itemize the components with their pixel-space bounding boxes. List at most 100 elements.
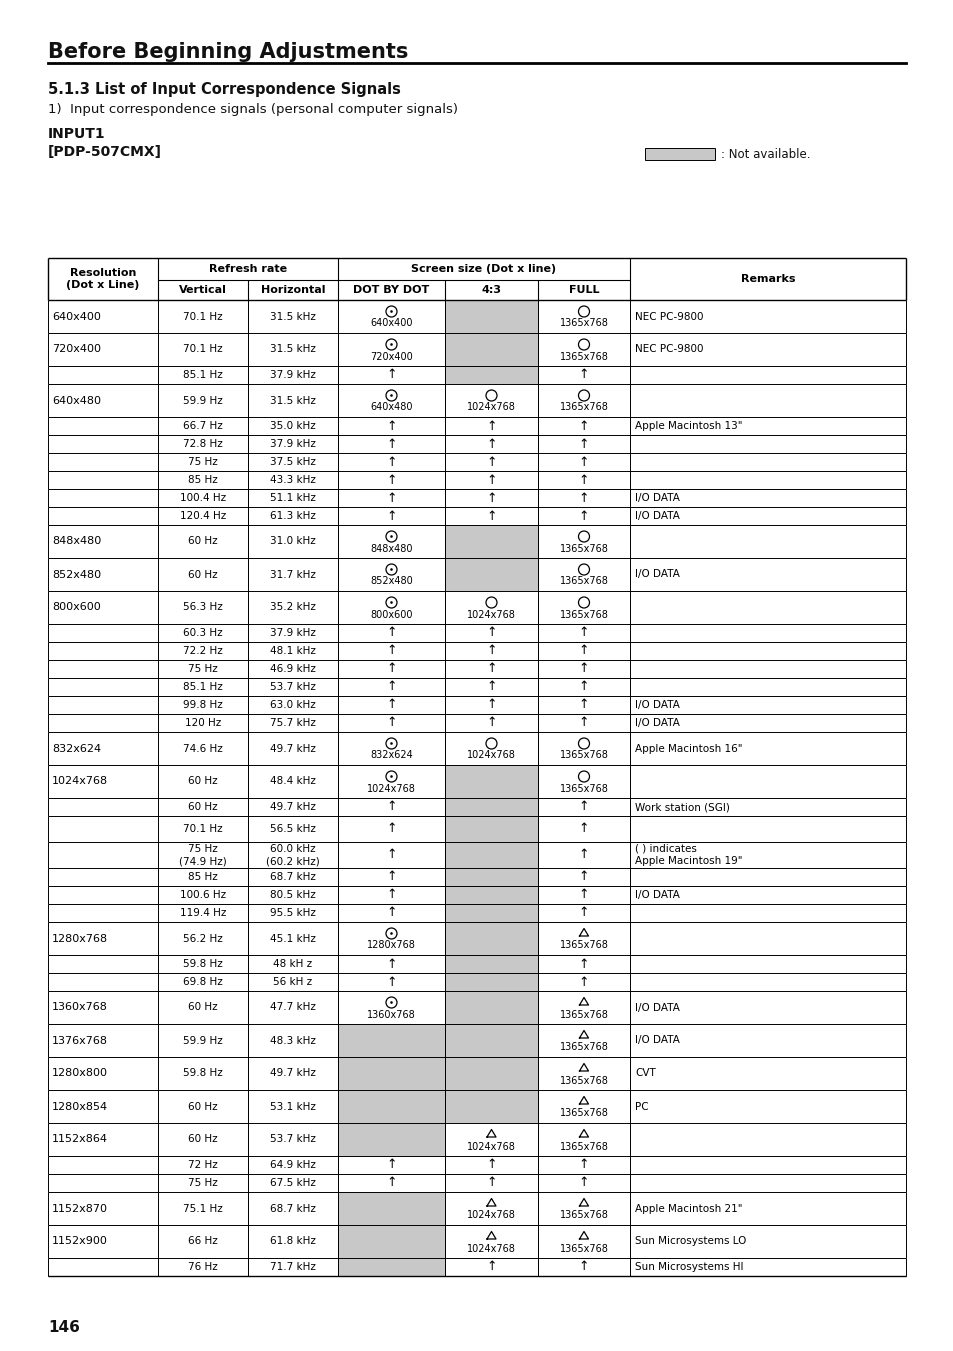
Text: 68.7 kHz: 68.7 kHz — [270, 1204, 315, 1213]
Text: 1365x768: 1365x768 — [559, 577, 608, 586]
Bar — [444, 973, 537, 992]
Text: PC: PC — [635, 1101, 648, 1112]
Text: [PDP-507CMX]: [PDP-507CMX] — [48, 145, 162, 159]
Text: 71.7 kHz: 71.7 kHz — [270, 1262, 315, 1273]
Text: I/O DATA: I/O DATA — [635, 700, 679, 711]
Text: ↑: ↑ — [578, 455, 589, 469]
Text: ↑: ↑ — [486, 716, 497, 730]
Text: 85.1 Hz: 85.1 Hz — [183, 370, 223, 380]
Text: ( ) indicates
Apple Macintosh 19": ( ) indicates Apple Macintosh 19" — [635, 844, 741, 866]
Text: 53.7 kHz: 53.7 kHz — [270, 682, 315, 692]
Text: ↑: ↑ — [386, 907, 396, 920]
Bar — [444, 366, 537, 384]
Bar — [444, 300, 537, 332]
Text: ↑: ↑ — [486, 681, 497, 693]
Bar — [48, 258, 905, 300]
Circle shape — [390, 775, 393, 778]
Bar — [444, 842, 537, 867]
Text: 1024x768: 1024x768 — [52, 777, 108, 786]
Bar — [337, 1192, 444, 1225]
Text: 61.3 kHz: 61.3 kHz — [270, 511, 315, 521]
Bar — [444, 904, 537, 921]
Text: 75.7 kHz: 75.7 kHz — [270, 717, 315, 728]
Text: 1024x768: 1024x768 — [467, 1210, 516, 1220]
Text: 1152x870: 1152x870 — [52, 1204, 108, 1213]
Bar — [444, 798, 537, 816]
Text: 85 Hz: 85 Hz — [188, 871, 217, 882]
Text: 53.7 kHz: 53.7 kHz — [270, 1135, 315, 1144]
Text: ↑: ↑ — [386, 438, 396, 450]
Text: 75 Hz
(74.9 Hz): 75 Hz (74.9 Hz) — [179, 844, 227, 866]
Text: 48.4 kHz: 48.4 kHz — [270, 777, 315, 786]
Text: I/O DATA: I/O DATA — [635, 511, 679, 521]
Text: 100.6 Hz: 100.6 Hz — [180, 890, 226, 900]
Text: : Not available.: : Not available. — [720, 147, 810, 161]
Text: Screen size (Dot x line): Screen size (Dot x line) — [411, 263, 556, 274]
Text: 848x480: 848x480 — [52, 536, 101, 547]
Text: CVT: CVT — [635, 1069, 655, 1078]
Text: 99.8 Hz: 99.8 Hz — [183, 700, 223, 711]
Text: Vertical: Vertical — [179, 285, 227, 295]
Text: 76 Hz: 76 Hz — [188, 1262, 217, 1273]
Text: ↑: ↑ — [486, 644, 497, 658]
Text: 1365x768: 1365x768 — [559, 1142, 608, 1151]
Text: ↑: ↑ — [486, 420, 497, 432]
Text: ↑: ↑ — [578, 1159, 589, 1171]
Text: 67.5 kHz: 67.5 kHz — [270, 1178, 315, 1188]
Circle shape — [390, 343, 393, 346]
Circle shape — [390, 601, 393, 604]
Text: ↑: ↑ — [578, 369, 589, 381]
Text: 37.9 kHz: 37.9 kHz — [270, 439, 315, 449]
Text: 47.7 kHz: 47.7 kHz — [270, 1002, 315, 1012]
Text: ↑: ↑ — [486, 492, 497, 504]
Text: 59.8 Hz: 59.8 Hz — [183, 959, 223, 969]
Text: 61.8 kHz: 61.8 kHz — [270, 1236, 315, 1247]
Text: 640x400: 640x400 — [370, 319, 413, 328]
Circle shape — [390, 311, 393, 313]
Text: ↑: ↑ — [386, 870, 396, 884]
Text: 60 Hz: 60 Hz — [188, 1101, 217, 1112]
Text: 80.5 kHz: 80.5 kHz — [270, 890, 315, 900]
Text: 56.2 Hz: 56.2 Hz — [183, 934, 223, 943]
Text: 1365x768: 1365x768 — [559, 940, 608, 951]
Text: 70.1 Hz: 70.1 Hz — [183, 312, 223, 322]
Text: ↑: ↑ — [386, 420, 396, 432]
Text: NEC PC-9800: NEC PC-9800 — [635, 312, 702, 322]
Text: Sun Microsystems LO: Sun Microsystems LO — [635, 1236, 745, 1247]
Text: 119.4 Hz: 119.4 Hz — [179, 908, 226, 917]
Text: 60 Hz: 60 Hz — [188, 1135, 217, 1144]
Text: ↑: ↑ — [386, 848, 396, 862]
Bar — [444, 886, 537, 904]
Text: 848x480: 848x480 — [370, 543, 413, 554]
Text: ↑: ↑ — [486, 455, 497, 469]
Text: Refresh rate: Refresh rate — [209, 263, 287, 274]
Bar — [444, 816, 537, 842]
Bar — [337, 1225, 444, 1258]
Text: 1360x768: 1360x768 — [367, 1009, 416, 1020]
Text: 68.7 kHz: 68.7 kHz — [270, 871, 315, 882]
Text: ↑: ↑ — [578, 662, 589, 676]
Text: ↑: ↑ — [578, 438, 589, 450]
Text: Sun Microsystems HI: Sun Microsystems HI — [635, 1262, 742, 1273]
Text: I/O DATA: I/O DATA — [635, 717, 679, 728]
Text: ↑: ↑ — [578, 870, 589, 884]
Text: ↑: ↑ — [578, 473, 589, 486]
Text: 70.1 Hz: 70.1 Hz — [183, 345, 223, 354]
Text: 85.1 Hz: 85.1 Hz — [183, 682, 223, 692]
Text: 1365x768: 1365x768 — [559, 609, 608, 620]
Text: 720x400: 720x400 — [52, 345, 101, 354]
Text: 1365x768: 1365x768 — [559, 351, 608, 362]
Text: Horizontal: Horizontal — [260, 285, 325, 295]
Text: I/O DATA: I/O DATA — [635, 1002, 679, 1012]
Text: 63.0 kHz: 63.0 kHz — [270, 700, 315, 711]
Text: 1365x768: 1365x768 — [559, 1075, 608, 1085]
Text: 45.1 kHz: 45.1 kHz — [270, 934, 315, 943]
Text: Resolution
(Dot x Line): Resolution (Dot x Line) — [67, 267, 139, 290]
Text: 37.9 kHz: 37.9 kHz — [270, 370, 315, 380]
Bar — [337, 1258, 444, 1275]
Text: 1365x768: 1365x768 — [559, 751, 608, 761]
Text: 46.9 kHz: 46.9 kHz — [270, 663, 315, 674]
Text: Work station (SGI): Work station (SGI) — [635, 802, 729, 812]
Text: ↑: ↑ — [578, 492, 589, 504]
Text: 60.0 kHz
(60.2 kHz): 60.0 kHz (60.2 kHz) — [266, 844, 319, 866]
